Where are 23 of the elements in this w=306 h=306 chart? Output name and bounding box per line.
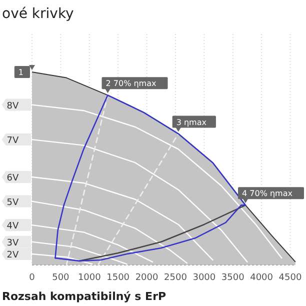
x-tick-label: 3500 xyxy=(221,273,245,283)
series-label: 5V xyxy=(6,198,20,208)
annotation: 3 ηmax xyxy=(176,118,207,127)
x-tick-label: 1000 xyxy=(78,273,102,283)
series-label: 2V xyxy=(6,250,20,260)
chart-title: ové krivky xyxy=(2,6,74,22)
series-label: 8V xyxy=(6,101,20,112)
x-tick-label: 4000 xyxy=(250,273,274,283)
annotation: 4 70% ηmax xyxy=(242,189,293,198)
x-tick-label: 1500 xyxy=(106,273,130,283)
annotation: 2 70% ηmax xyxy=(106,79,156,88)
series-label: 4V xyxy=(6,222,20,232)
series-label: 7V xyxy=(6,136,20,146)
series-label: 6V xyxy=(6,173,20,184)
x-tick-label: 2500 xyxy=(164,273,188,283)
x-tick-label: 4500 xyxy=(278,273,302,283)
series-label: 3V xyxy=(6,238,20,248)
annotation: 1 xyxy=(18,68,24,77)
text: Rozsah kompatibilný s ErP xyxy=(2,290,166,303)
x-tick-label: 2000 xyxy=(135,273,159,283)
x-tick-label: 500 xyxy=(52,273,70,283)
x-tick-label: 3000 xyxy=(192,273,216,283)
x-tick-label: 0 xyxy=(29,273,36,283)
